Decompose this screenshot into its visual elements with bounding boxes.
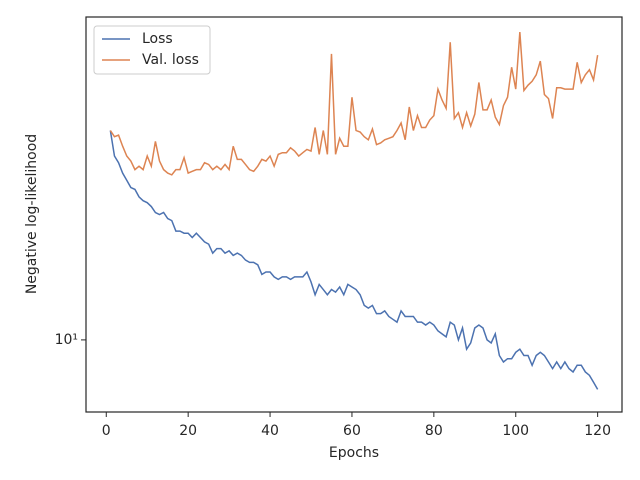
legend-box — [93, 25, 211, 75]
plot-frame — [85, 16, 623, 413]
legend-label: Loss — [142, 31, 173, 47]
x-tick-label: 20 — [179, 423, 197, 439]
line — [109, 130, 599, 390]
x-tick-label: 0 — [102, 423, 111, 439]
x-tick-label: 40 — [261, 423, 279, 439]
y-tick-label: 10¹ — [55, 332, 78, 348]
line — [109, 32, 599, 176]
y-axis-label: Negative log-likelihood — [24, 134, 40, 294]
x-tick-label: 120 — [584, 423, 611, 439]
x-axis-label: Epochs — [329, 445, 379, 461]
x-tick-label: 60 — [343, 423, 361, 439]
x-tick-label: 100 — [502, 423, 529, 439]
legend: Loss Val. loss — [93, 25, 211, 75]
x-tick-label: 80 — [425, 423, 443, 439]
legend-label: Val. loss — [142, 52, 199, 68]
